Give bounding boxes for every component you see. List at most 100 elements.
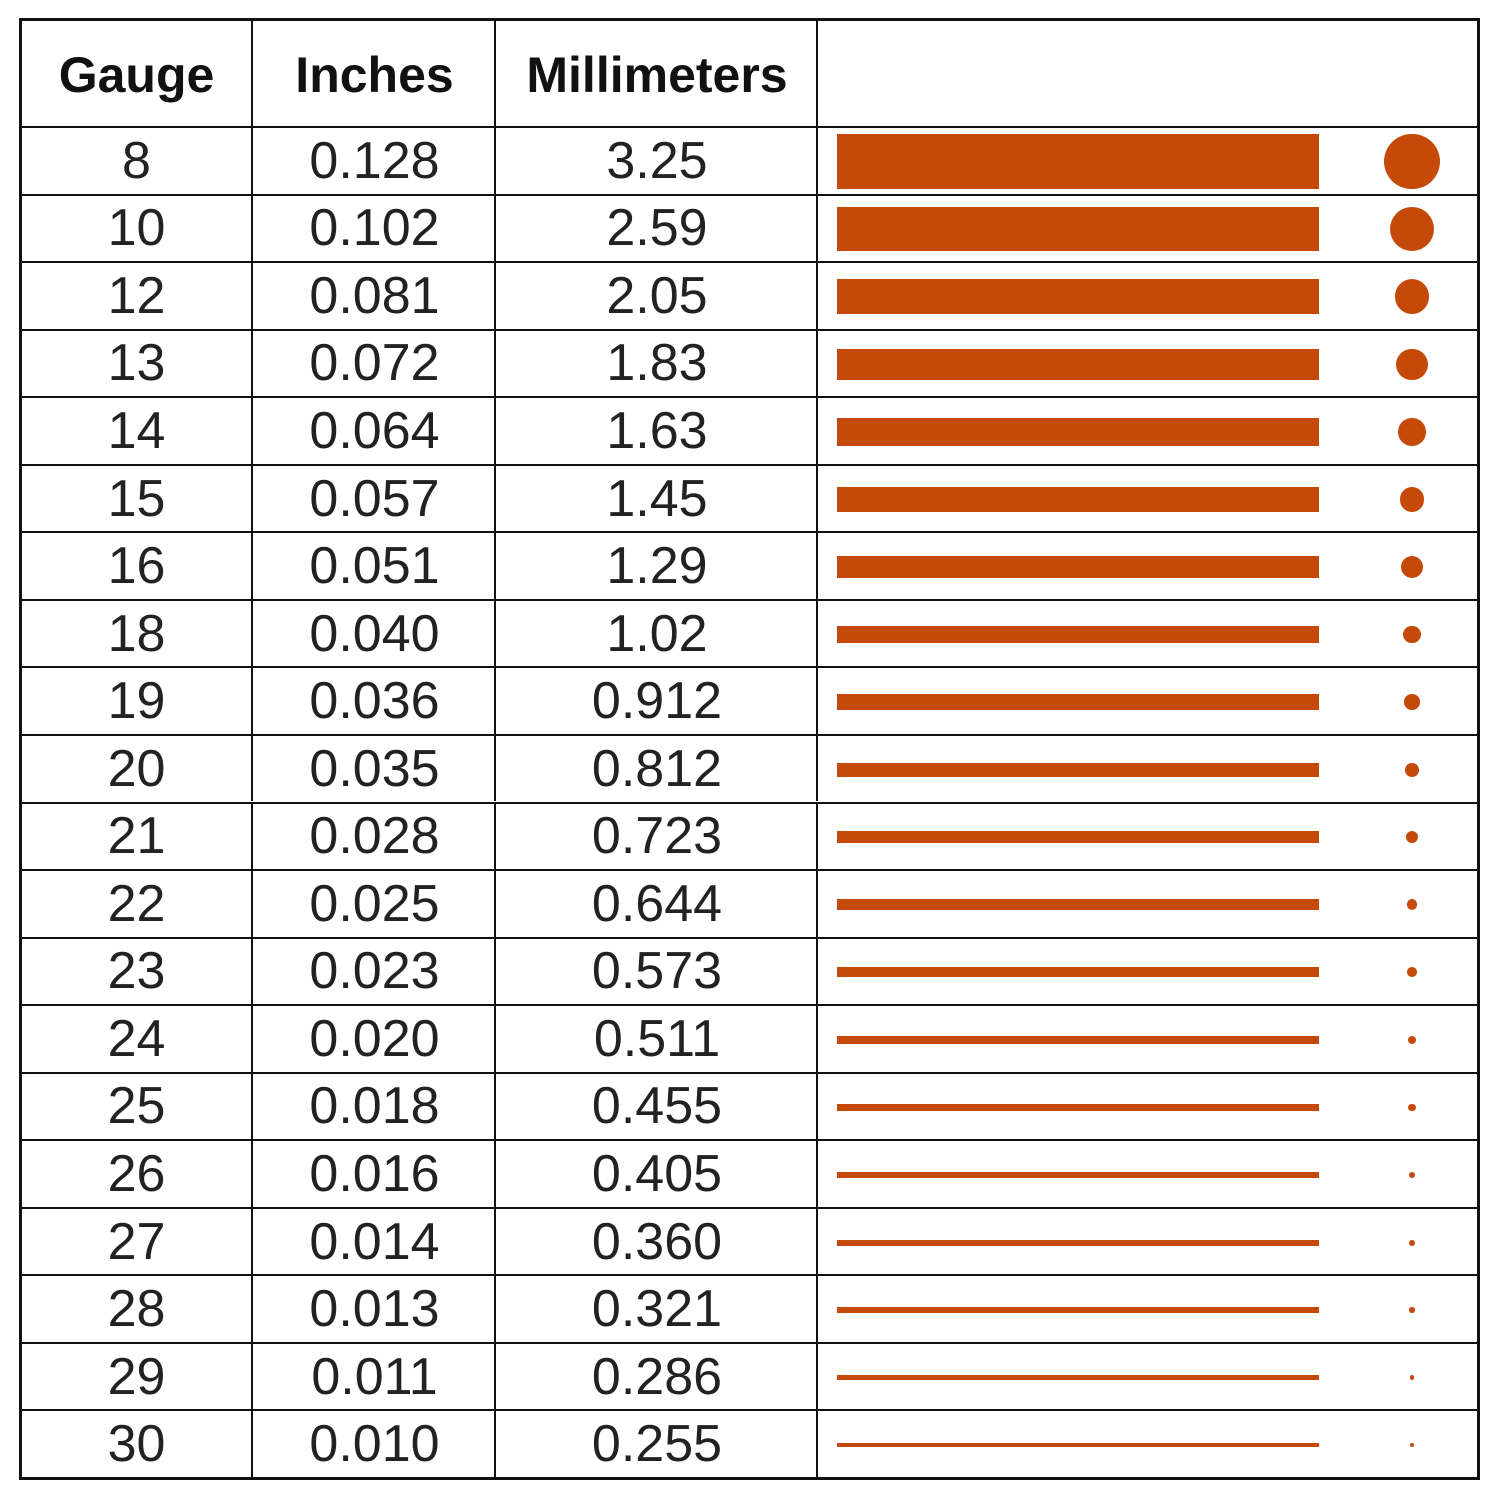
table-row: 19 0.036 0.912	[22, 666, 1477, 734]
wire-cross-section-dot	[1406, 899, 1418, 911]
wire-cross-section-dot	[1408, 1239, 1416, 1246]
wire-cross-section-dot	[1409, 1307, 1415, 1313]
wire-visual-cell	[816, 1276, 1479, 1342]
wire-cross-section-dot	[1396, 348, 1428, 380]
millimeters-cell: 0.286	[494, 1343, 818, 1410]
table-row: 28 0.013 0.321	[22, 1274, 1477, 1342]
millimeters-cell: 0.405	[494, 1141, 818, 1207]
wire-side-bar	[837, 134, 1319, 190]
millimeters-cell: 1.45	[494, 465, 818, 532]
inches-cell: 0.018	[251, 1073, 496, 1140]
wire-gauge-table: Gauge Inches Millimeters 8 0.128 3.25 10 0.1…	[19, 18, 1480, 1480]
wire-side-bar	[837, 279, 1319, 315]
table-row: 8 0.128 3.25	[22, 126, 1477, 194]
inches-cell: 0.128	[251, 128, 496, 194]
wire-side-bar	[837, 418, 1319, 446]
wire-visual-cell	[816, 735, 1479, 802]
gauge-cell: 29	[107, 1347, 166, 1406]
wire-cross-section-dot	[1389, 207, 1434, 252]
wire-side-bar	[837, 762, 1319, 777]
wire-side-bar	[837, 625, 1319, 644]
wire-visual-cell	[816, 803, 1479, 870]
wire-visual-cell	[816, 465, 1479, 532]
wire-cross-section-dot	[1401, 556, 1423, 579]
wire-cross-section-dot	[1405, 762, 1419, 777]
wire-visual-cell	[816, 398, 1479, 464]
wire-cross-section-dot	[1404, 694, 1420, 710]
wire-cross-section-dot	[1408, 1171, 1416, 1179]
inches-cell: 0.064	[251, 398, 496, 464]
header-inches: Inches	[251, 21, 496, 128]
wire-side-bar	[837, 899, 1319, 911]
wire-cross-section-dot	[1405, 831, 1419, 844]
gauge-cell: 19	[107, 672, 166, 731]
inches-cell: 0.020	[251, 1006, 496, 1072]
millimeters-cell: 3.25	[494, 128, 818, 194]
wire-visual-cell	[816, 533, 1479, 599]
millimeters-cell: 0.360	[494, 1208, 818, 1275]
wire-visual-cell	[816, 263, 1479, 329]
millimeters-cell: 0.644	[494, 871, 818, 937]
gauge-cell: 20	[107, 739, 166, 798]
wire-visual-cell	[816, 1343, 1479, 1410]
millimeters-cell: 0.573	[494, 938, 818, 1005]
inches-cell: 0.035	[251, 735, 496, 802]
gauge-cell: 28	[107, 1280, 166, 1339]
gauge-cell: 23	[107, 942, 166, 1001]
millimeters-cell: 2.59	[494, 195, 818, 262]
millimeters-cell: 0.321	[494, 1276, 818, 1342]
gauge-cell: 22	[107, 874, 166, 933]
millimeters-cell: 0.912	[494, 668, 818, 734]
wire-visual-cell	[816, 871, 1479, 937]
millimeters-cell: 2.05	[494, 263, 818, 329]
wire-side-bar	[837, 1375, 1319, 1381]
wire-cross-section-dot	[1408, 1103, 1416, 1112]
wire-side-bar	[837, 831, 1319, 844]
table-row: 24 0.020 0.511	[22, 1004, 1477, 1072]
inches-cell: 0.072	[251, 330, 496, 397]
header-visual	[816, 21, 1479, 128]
table-row: 25 0.018 0.455	[22, 1071, 1479, 1140]
wire-cross-section-dot	[1409, 1375, 1415, 1381]
wire-side-bar	[837, 1443, 1319, 1448]
wire-side-bar	[837, 556, 1319, 579]
wire-side-bar	[837, 1239, 1319, 1246]
wire-visual-cell	[816, 938, 1479, 1005]
wire-visual-cell	[816, 1411, 1479, 1477]
inches-cell: 0.014	[251, 1208, 496, 1275]
millimeters-cell: 1.29	[494, 533, 818, 599]
millimeters-cell: 0.255	[494, 1411, 818, 1477]
millimeters-cell: 0.511	[494, 1006, 818, 1072]
gauge-cell: 12	[107, 266, 166, 325]
millimeters-cell: 1.83	[494, 330, 818, 397]
gauge-cell: 8	[122, 131, 151, 190]
wire-visual-cell	[816, 1073, 1479, 1140]
wire-side-bar	[837, 1307, 1319, 1313]
gauge-cell: 13	[107, 334, 166, 393]
table-row: 12 0.081 2.05	[22, 261, 1477, 329]
gauge-cell: 18	[107, 604, 166, 663]
millimeters-cell: 1.63	[494, 398, 818, 464]
table-row: 13 0.072 1.83	[22, 328, 1477, 397]
gauge-cell: 21	[107, 807, 166, 866]
inches-cell: 0.025	[251, 871, 496, 937]
wire-cross-section-dot	[1399, 487, 1425, 512]
table-row: 14 0.064 1.63	[22, 396, 1477, 464]
table-row: 30 0.010 0.255	[22, 1409, 1477, 1477]
gauge-cell: 14	[107, 401, 166, 460]
inches-cell: 0.102	[251, 195, 496, 262]
table-row: 22 0.025 0.644	[22, 869, 1477, 937]
wire-side-bar	[837, 207, 1319, 252]
inches-cell: 0.057	[251, 465, 496, 532]
wire-cross-section-dot	[1394, 279, 1430, 315]
table-row: 26 0.016 0.405	[22, 1139, 1477, 1207]
wire-side-bar	[837, 487, 1319, 512]
table-row: 29 0.011 0.286	[22, 1341, 1479, 1410]
table-row: 21 0.028 0.723	[22, 801, 1479, 870]
wire-visual-cell	[816, 600, 1479, 667]
header-row: Gauge Inches Millimeters	[22, 21, 1477, 128]
inches-cell: 0.016	[251, 1141, 496, 1207]
millimeters-cell: 0.812	[494, 735, 818, 802]
wire-cross-section-dot	[1384, 134, 1440, 190]
wire-cross-section-dot	[1407, 967, 1417, 978]
